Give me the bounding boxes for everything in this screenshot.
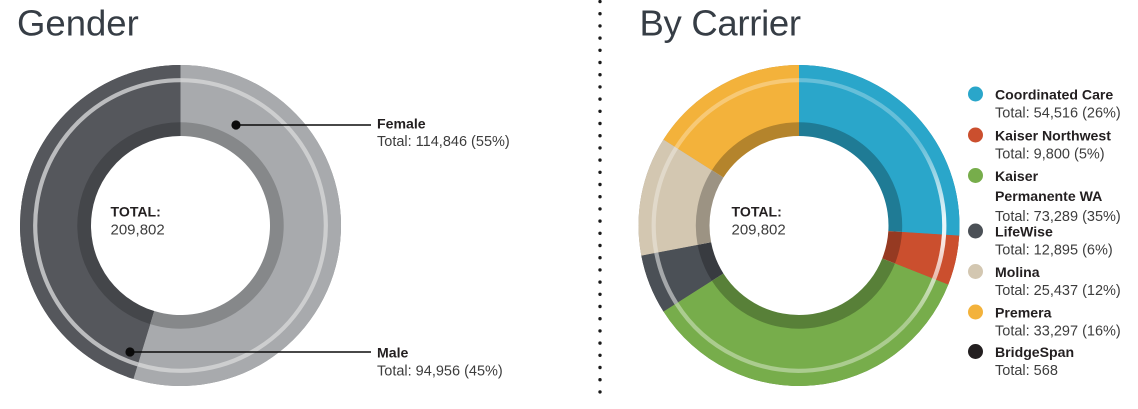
svg-text:209,802: 209,802 [732,222,786,239]
svg-text:Kaiser Northwest: Kaiser Northwest [995,128,1111,144]
svg-text:Male: Male [377,345,408,361]
svg-text:209,802: 209,802 [111,222,165,239]
svg-text:Female: Female [377,116,426,132]
svg-text:Total: 12,895 (6%): Total: 12,895 (6%) [995,243,1113,259]
svg-text:Total: 33,297 (16%): Total: 33,297 (16%) [995,324,1121,340]
svg-text:Molina: Molina [995,264,1040,280]
svg-text:Total: 73,289 (35%): Total: 73,289 (35%) [995,209,1121,225]
svg-text:Total: 25,437 (12%): Total: 25,437 (12%) [995,283,1121,299]
svg-text:Total: 9,800 (5%): Total: 9,800 (5%) [995,147,1105,163]
svg-text:By Carrier: By Carrier [640,3,801,44]
svg-text:Total: 568: Total: 568 [995,363,1058,379]
svg-text:Total: 114,846 (55%): Total: 114,846 (55%) [377,134,510,150]
svg-text:BridgeSpan: BridgeSpan [995,344,1074,360]
svg-text:Permanente WA: Permanente WA [995,188,1102,204]
svg-text:Gender: Gender [17,3,139,44]
svg-text:Kaiser: Kaiser [995,168,1039,184]
svg-text:TOTAL:: TOTAL: [732,204,782,220]
svg-text:Total: 94,956 (45%): Total: 94,956 (45%) [377,364,503,380]
svg-text:LifeWise: LifeWise [995,224,1053,240]
svg-text:Coordinated Care: Coordinated Care [995,87,1113,103]
svg-text:Premera: Premera [995,305,1052,321]
svg-text:Total: 54,516 (26%): Total: 54,516 (26%) [995,106,1121,122]
svg-text:TOTAL:: TOTAL: [111,204,161,220]
